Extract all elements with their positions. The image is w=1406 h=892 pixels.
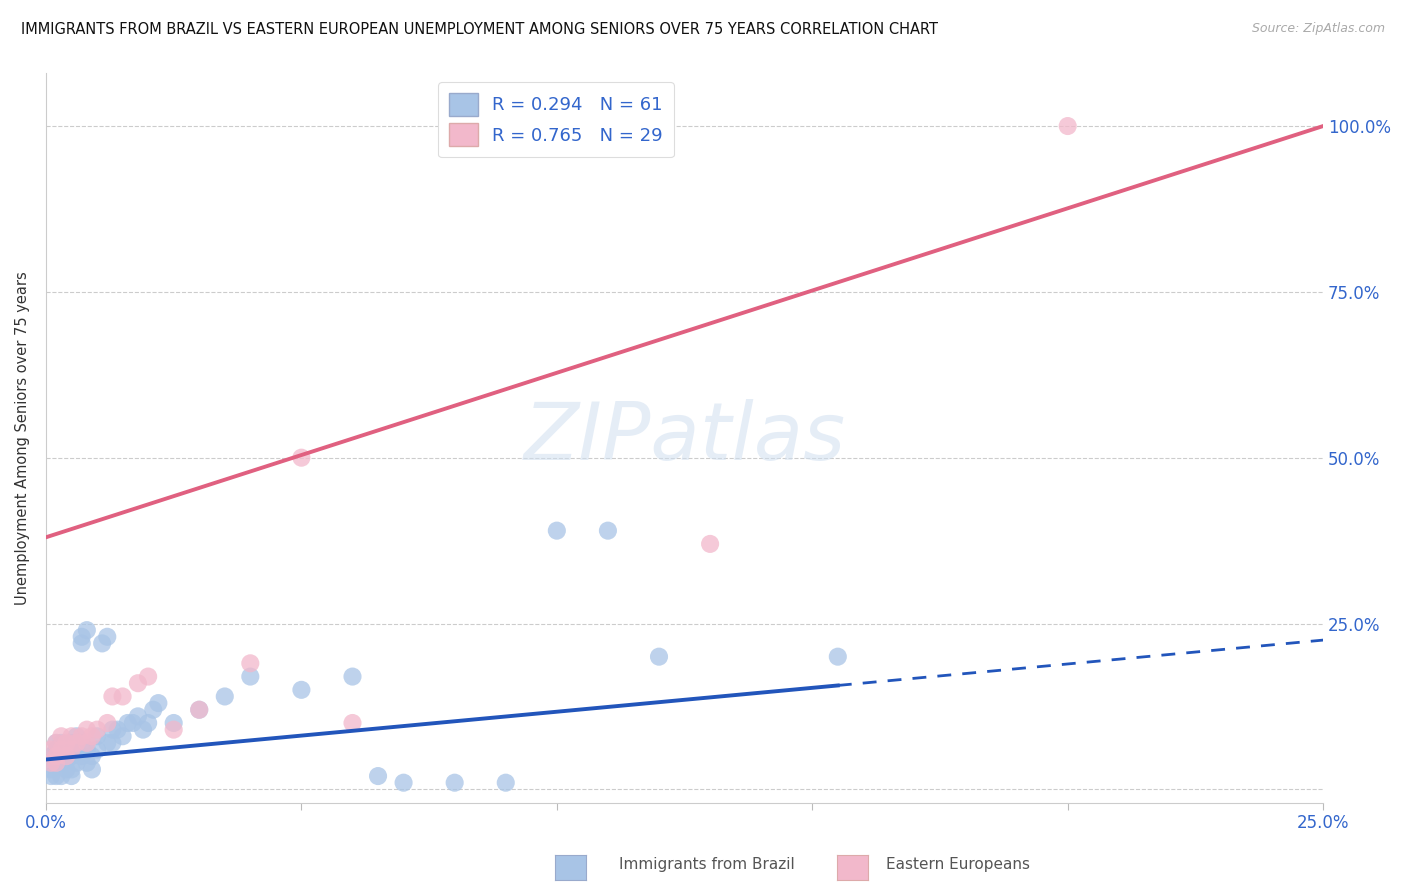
Point [91,636,114,650]
Point [495,775,517,789]
Point [76,723,98,737]
Point [111,729,134,743]
Point [65,742,87,756]
Point [290,682,312,697]
Point [45,742,67,756]
Point [51,756,73,770]
Point [45,749,67,764]
Point [65,736,87,750]
Point [60,742,83,756]
Point [80,763,103,777]
Point [86,723,108,737]
Point [443,775,465,789]
Point [51,729,73,743]
Point [111,690,134,704]
Legend: R = 0.294   N = 61, R = 0.765   N = 29: R = 0.294 N = 61, R = 0.765 N = 29 [439,82,673,157]
Point [107,723,129,737]
Y-axis label: Unemployment Among Seniors over 75 years: Unemployment Among Seniors over 75 years [15,271,30,605]
Text: Immigrants from Brazil: Immigrants from Brazil [619,857,794,872]
Point [80,749,103,764]
Point [45,769,67,783]
Text: ZIPatlas: ZIPatlas [523,399,845,477]
Point [51,769,73,783]
Point [60,763,83,777]
Text: Source: ZipAtlas.com: Source: ZipAtlas.com [1251,22,1385,36]
Point [51,736,73,750]
Point [188,703,211,717]
Point [546,524,568,538]
Point [45,749,67,764]
Point [39,749,62,764]
Point [39,763,62,777]
Point [239,657,262,671]
Point [101,690,124,704]
Point [596,524,619,538]
Point [96,630,118,644]
Point [70,630,93,644]
Point [163,716,186,731]
Point [101,723,124,737]
Point [55,742,77,756]
Point [86,742,108,756]
Point [65,756,87,770]
Point [70,636,93,650]
Point [45,756,67,770]
Point [132,723,155,737]
Point [136,669,159,683]
Point [96,736,118,750]
Point [45,736,67,750]
Point [117,716,139,731]
Point [827,649,849,664]
Point [214,690,236,704]
Point [70,729,93,743]
Point [76,756,98,770]
Point [76,742,98,756]
Point [60,736,83,750]
Point [699,537,721,551]
Point [70,736,93,750]
Point [45,756,67,770]
Point [65,729,87,743]
Point [51,749,73,764]
Point [39,742,62,756]
Point [342,669,364,683]
Point [96,716,118,731]
Point [142,703,165,717]
Point [70,749,93,764]
Point [76,736,98,750]
Point [367,769,389,783]
Point [51,742,73,756]
Point [60,769,83,783]
Point [86,729,108,743]
Point [163,723,186,737]
Text: Eastern Europeans: Eastern Europeans [886,857,1029,872]
Point [121,716,143,731]
Point [342,716,364,731]
Point [239,669,262,683]
Point [60,749,83,764]
Point [188,703,211,717]
Point [101,736,124,750]
Point [148,696,170,710]
Point [45,736,67,750]
Point [290,450,312,465]
Point [392,775,415,789]
Point [39,756,62,770]
Point [127,676,149,690]
Point [76,623,98,637]
Text: IMMIGRANTS FROM BRAZIL VS EASTERN EUROPEAN UNEMPLOYMENT AMONG SENIORS OVER 75 YE: IMMIGRANTS FROM BRAZIL VS EASTERN EUROPE… [21,22,938,37]
Point [80,729,103,743]
Point [60,729,83,743]
Point [136,716,159,731]
Point [55,736,77,750]
Point [55,749,77,764]
Point [648,649,671,664]
Point [39,769,62,783]
Point [55,749,77,764]
Point [1056,119,1078,133]
Point [55,763,77,777]
Point [127,709,149,723]
